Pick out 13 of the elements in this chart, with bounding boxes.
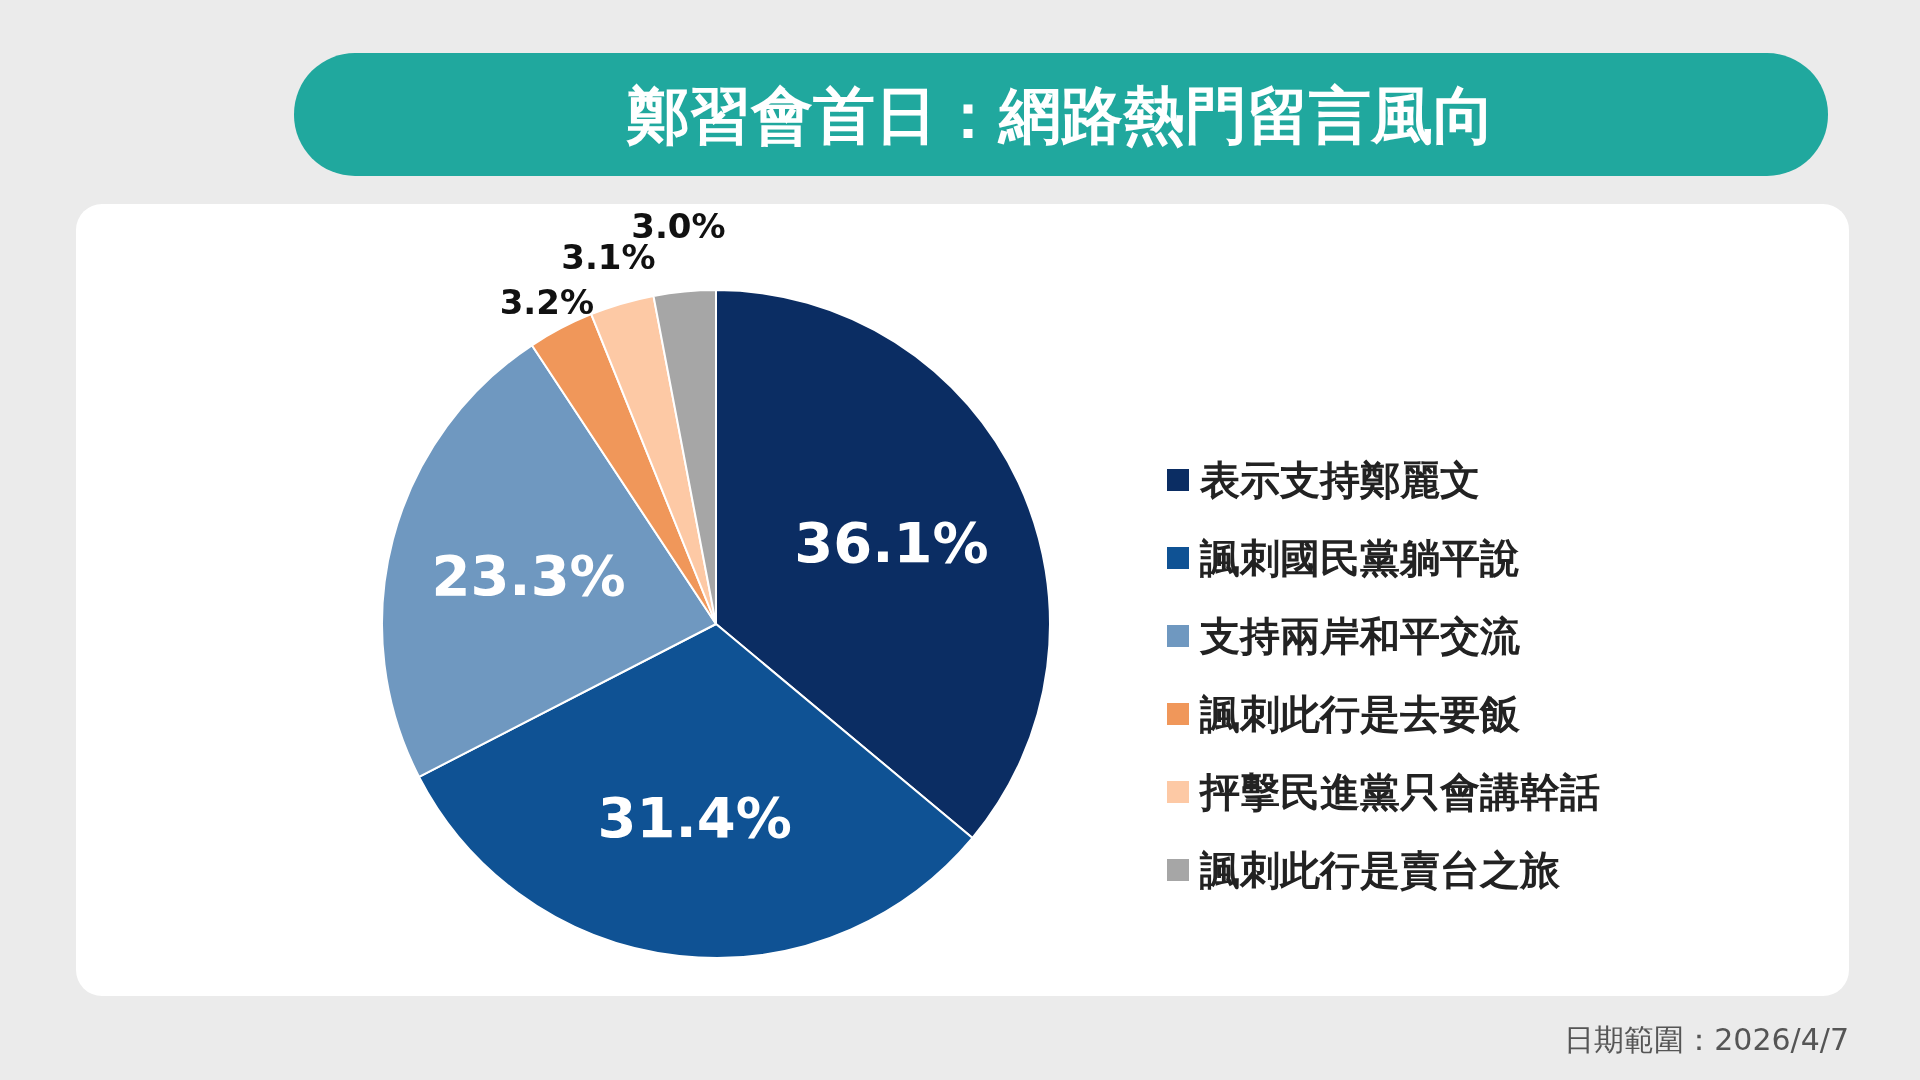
- data-label: 23.3%: [431, 542, 626, 608]
- legend-label: 諷刺此行是去要飯: [1199, 691, 1521, 737]
- legend-label: 諷刺國民黨躺平說: [1199, 535, 1520, 581]
- data-label: 36.1%: [794, 509, 989, 575]
- text: 日期範圍：2026/4/7: [1564, 1022, 1849, 1057]
- data-label: 3.2%: [499, 281, 594, 322]
- legend-label: 抨擊民進黨只會講幹話: [1198, 769, 1600, 815]
- legend-label: 支持兩岸和平交流: [1199, 613, 1520, 659]
- legend-label: 表示支持鄭麗文: [1199, 457, 1480, 503]
- chart-title: 鄭習會首日：網路熱門留言風向: [626, 79, 1495, 152]
- data-label: 31.4%: [597, 784, 792, 850]
- data-label: 3.1%: [561, 237, 656, 278]
- legend-label: 諷刺此行是賣台之旅: [1199, 847, 1561, 893]
